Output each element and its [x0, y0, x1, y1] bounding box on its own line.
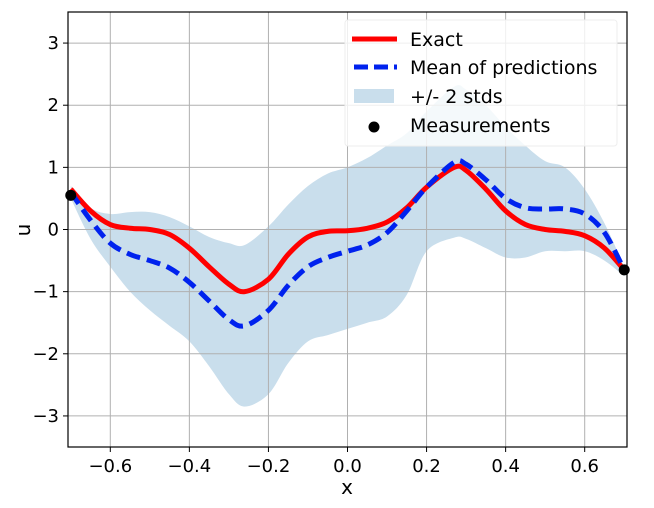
x-tick-label: 0.6	[570, 456, 599, 477]
x-axis-label: x	[341, 475, 353, 499]
y-tick-label: −1	[32, 282, 59, 303]
legend-band-swatch	[354, 89, 394, 103]
y-tick-label: −2	[32, 344, 59, 365]
x-tick-label: −0.4	[168, 456, 212, 477]
tick-layer: −0.6 −0.4 −0.2 0.0 0.2 0.4 0.6 −3 −2 −1 0 1 2 3	[32, 33, 599, 477]
y-axis-label: u	[11, 224, 35, 237]
legend-measurements-label: Measurements	[410, 115, 550, 137]
measurement-point	[618, 264, 630, 276]
legend-exact-label: Exact	[410, 29, 463, 51]
y-tick-label: 1	[48, 157, 59, 178]
y-tick-label: 0	[48, 220, 59, 241]
y-tick-label: 3	[48, 33, 59, 54]
x-tick-label: −0.6	[88, 456, 132, 477]
measurement-point	[65, 189, 77, 201]
legend-measurements-swatch	[368, 121, 380, 133]
legend-band-label: +/- 2 stds	[410, 86, 503, 108]
exact-line	[68, 163, 627, 295]
x-tick-label: 0.2	[412, 456, 441, 477]
x-tick-label: 0.4	[491, 456, 520, 477]
mean-prediction-line	[68, 158, 627, 329]
legend-box	[344, 19, 618, 147]
legend-mean-label: Mean of predictions	[410, 57, 597, 79]
x-tick-label: 0.0	[333, 456, 362, 477]
y-tick-label: 2	[48, 95, 59, 116]
x-tick-label: −0.2	[247, 456, 291, 477]
legend: Exact Mean of predictions +/- 2 stds Mea…	[344, 19, 618, 147]
y-tick-label: −3	[32, 406, 59, 427]
